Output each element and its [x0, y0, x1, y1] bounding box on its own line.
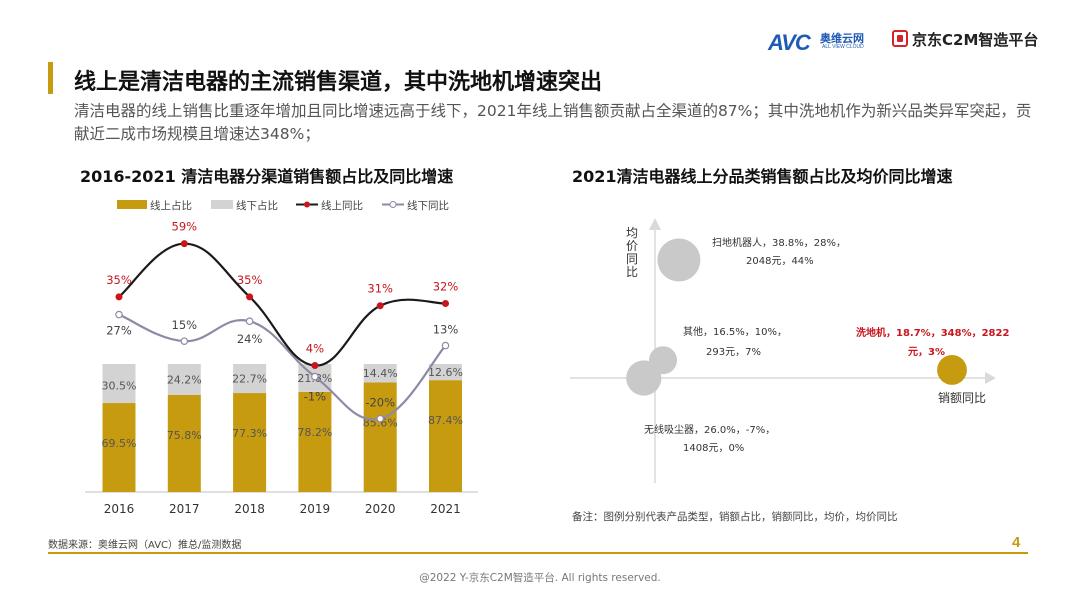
footer-divider: [48, 552, 1028, 554]
avc-logo-en: ALL VIEW CLOUD: [822, 44, 864, 50]
point-online-yoy: [246, 293, 254, 301]
legend-swatch-online-share: [117, 200, 147, 209]
legend-marker-offline-yoy: [389, 201, 397, 208]
bar-online-share: [363, 382, 397, 492]
chart-title-right: 2021清洁电器线上分品类销售额占比及均价同比增速: [572, 167, 953, 186]
y-axis-arrow: [649, 218, 661, 230]
data-source: 数据来源：奥维云网（AVC）推总/监测数据: [48, 540, 242, 551]
bubble-category: [626, 360, 662, 396]
y-axis-label: 价: [626, 239, 638, 253]
bar-online-share: [233, 393, 267, 492]
point-online-yoy: [311, 362, 319, 370]
label-offline-share: 24.2%: [167, 373, 202, 386]
label-online-share: 87.4%: [428, 414, 463, 427]
label-online-yoy: 35%: [237, 273, 263, 287]
point-offline-yoy: [441, 341, 450, 350]
x-tick-label: 2021: [430, 502, 461, 516]
channel-share-chart: 69.5% 30.5% 2016 75.8% 24.2% 2017 77.3% 22.7% 20…: [85, 220, 478, 516]
label-offline-share: 14.4%: [363, 367, 398, 380]
bar-online-share: [429, 380, 462, 492]
title-accent-bar: [48, 62, 53, 94]
label-online-yoy: 59%: [172, 220, 198, 234]
x-tick-label: 2020: [365, 502, 396, 516]
bubble-label: 2048元，44%: [746, 256, 814, 267]
bar-online-share: [102, 403, 136, 492]
bar-online-share: [298, 391, 332, 492]
point-online-yoy: [442, 299, 449, 307]
label-offline-yoy: 27%: [106, 324, 132, 338]
bubble-floor-washer: [937, 355, 967, 385]
bubble-label: 无线吸尘器，26.0%，-7%，: [644, 423, 775, 436]
jd-c2m-logo: 京东C2M智造平台: [912, 31, 1039, 49]
label-offline-yoy: -1%: [304, 390, 326, 404]
label-offline-yoy: 15%: [172, 318, 198, 332]
label-offline-yoy: 13%: [433, 323, 459, 337]
label-online-share: 69.5%: [102, 437, 137, 450]
x-axis-arrow: [985, 372, 996, 384]
label-online-share: 78.2%: [297, 426, 332, 439]
page-subtitle: 清洁电器的线上销售比重逐年增加且同比增速远高于线下，2021年线上销售额贡献占全…: [74, 102, 1032, 143]
legend-marker-online-yoy: [304, 201, 310, 208]
bubble-label: 洗地机，18.7%，348%，2822: [856, 326, 1009, 339]
y-axis-label: 同: [626, 252, 638, 266]
bar-offline-share: [233, 364, 267, 394]
bar-offline-share: [429, 364, 462, 381]
chart-note: 备注：图例分别代表产品类型，销额占比，销额同比，均价，均价同比: [572, 511, 898, 523]
category-bubble-chart: 销额同比 均价同比 扫地机器人，38.8%，28%， 2048元，44% 其他，16.5…: [570, 218, 1009, 483]
legend-label-online-share: 线上占比: [150, 199, 192, 212]
bubble-label: 其他，16.5%，10%，: [683, 325, 787, 338]
label-online-yoy: 4%: [306, 342, 324, 356]
bubble-category: [657, 238, 701, 282]
jd-logo-icon: [892, 30, 908, 47]
bubble-label: 1408元，0%: [683, 443, 744, 454]
y-axis-label: 均: [626, 226, 638, 240]
chart-title-left: 2016-2021 清洁电器分渠道销售额占比及同比增速: [80, 167, 454, 186]
legend-label-online-yoy: 线上同比: [321, 199, 363, 212]
legend-label-offline-share: 线下占比: [236, 199, 278, 212]
legend-label-offline-yoy: 线下同比: [407, 199, 449, 212]
x-axis-label: 销额同比: [938, 391, 986, 405]
x-tick-label: 2019: [300, 502, 331, 516]
chart-legend: 线上占比 线下占比 线上同比 线下同比: [117, 199, 449, 212]
label-online-share: 75.8%: [167, 429, 202, 442]
point-offline-yoy: [376, 414, 385, 423]
point-online-yoy: [376, 302, 384, 310]
bar-offline-share: [102, 364, 136, 404]
label-online-yoy: 35%: [106, 273, 132, 287]
bubble-label: 扫地机器人，38.8%，28%，: [712, 236, 846, 249]
x-tick-label: 2017: [169, 502, 200, 516]
point-offline-yoy: [180, 337, 189, 345]
label-offline-share: 12.6%: [428, 366, 463, 379]
avc-logo-cn: 奥维云网: [820, 32, 864, 45]
label-online-yoy: 31%: [367, 282, 393, 296]
bar-offline-share: [167, 364, 201, 395]
point-offline-yoy: [245, 317, 254, 326]
line-online-yoy: [118, 242, 446, 367]
page-number: 4: [1012, 534, 1021, 551]
point-offline-yoy: [115, 310, 123, 319]
label-online-yoy: 32%: [433, 279, 459, 293]
y-axis-label: 比: [626, 265, 638, 279]
label-online-share: 77.3%: [232, 427, 267, 440]
bubble-label: 元，3%: [908, 346, 945, 358]
point-online-yoy: [115, 293, 123, 301]
bubble-label: 293元，7%: [706, 347, 761, 358]
point-offline-yoy: [311, 372, 319, 381]
point-online-yoy: [180, 240, 188, 248]
footer-copyright: @2022 Y-京东C2M智造平台. All rights reserved.: [419, 572, 661, 584]
x-tick-label: 2018: [234, 502, 265, 516]
avc-logo: AVC: [768, 30, 811, 55]
bar-offline-share: [363, 364, 397, 383]
label-offline-yoy: 24%: [237, 332, 263, 346]
page-title: 线上是清洁电器的主流销售渠道，其中洗地机增速突出: [74, 70, 603, 95]
label-offline-share: 22.7%: [232, 373, 267, 386]
legend-swatch-offline-share: [211, 200, 233, 209]
x-tick-label: 2016: [104, 502, 135, 516]
label-offline-share: 30.5%: [102, 380, 137, 393]
label-offline-yoy: -20%: [365, 396, 395, 410]
bar-online-share: [167, 394, 201, 492]
